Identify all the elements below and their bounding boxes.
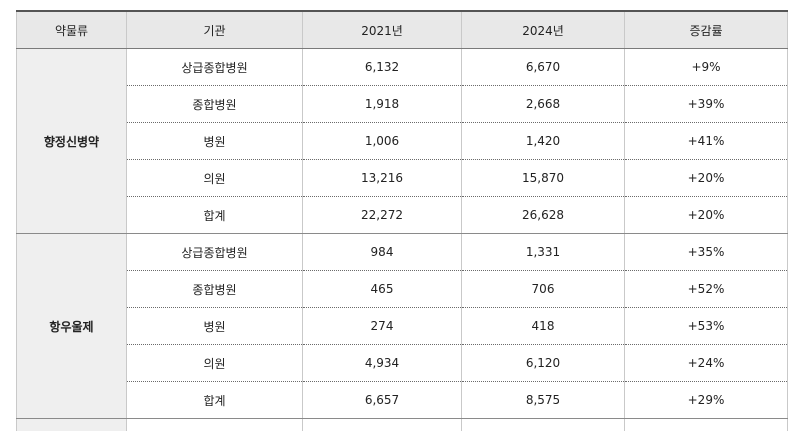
value-2024-cell: 1,420 xyxy=(462,123,625,160)
value-2024-cell: 418 xyxy=(462,308,625,345)
table-row-cropped xyxy=(17,419,788,431)
change-rate-cell: +20% xyxy=(625,160,788,197)
cropped-cell xyxy=(303,419,462,431)
institution-cell: 의원 xyxy=(127,160,303,197)
value-2021-cell: 6,657 xyxy=(303,382,462,419)
drug-class-cell: 항우울제 xyxy=(17,234,127,419)
value-2024-cell: 15,870 xyxy=(462,160,625,197)
value-2021-cell: 1,006 xyxy=(303,123,462,160)
change-rate-cell: +39% xyxy=(625,86,788,123)
table-header: 약물류 기관 2021년 2024년 증감률 xyxy=(17,11,788,49)
institution-cell: 종합병원 xyxy=(127,271,303,308)
value-2024-cell: 2,668 xyxy=(462,86,625,123)
value-2024-cell: 8,575 xyxy=(462,382,625,419)
header-row: 약물류 기관 2021년 2024년 증감률 xyxy=(17,11,788,49)
change-rate-cell: +20% xyxy=(625,197,788,234)
cropped-cell xyxy=(127,419,303,431)
value-2021-cell: 984 xyxy=(303,234,462,271)
header-institution: 기관 xyxy=(127,11,303,49)
institution-cell: 상급종합병원 xyxy=(127,49,303,86)
institution-cell: 병원 xyxy=(127,123,303,160)
change-rate-cell: +9% xyxy=(625,49,788,86)
drug-class-cell: 향정신병약 xyxy=(17,49,127,234)
institution-cell: 병원 xyxy=(127,308,303,345)
change-rate-cell: +53% xyxy=(625,308,788,345)
value-2021-cell: 22,272 xyxy=(303,197,462,234)
institution-cell: 상급종합병원 xyxy=(127,234,303,271)
value-2024-cell: 1,331 xyxy=(462,234,625,271)
value-2024-cell: 26,628 xyxy=(462,197,625,234)
cropped-cell xyxy=(17,419,127,431)
value-2024-cell: 6,120 xyxy=(462,345,625,382)
cropped-cell xyxy=(625,419,788,431)
header-2021: 2021년 xyxy=(303,11,462,49)
change-rate-cell: +41% xyxy=(625,123,788,160)
cropped-cell xyxy=(462,419,625,431)
institution-cell: 합계 xyxy=(127,197,303,234)
value-2024-cell: 6,670 xyxy=(462,49,625,86)
change-rate-cell: +52% xyxy=(625,271,788,308)
change-rate-cell: +35% xyxy=(625,234,788,271)
value-2021-cell: 465 xyxy=(303,271,462,308)
value-2021-cell: 4,934 xyxy=(303,345,462,382)
institution-cell: 종합병원 xyxy=(127,86,303,123)
header-2024: 2024년 xyxy=(462,11,625,49)
value-2024-cell: 706 xyxy=(462,271,625,308)
header-change-rate: 증감률 xyxy=(625,11,788,49)
value-2021-cell: 13,216 xyxy=(303,160,462,197)
header-drug-class: 약물류 xyxy=(17,11,127,49)
change-rate-cell: +24% xyxy=(625,345,788,382)
change-rate-cell: +29% xyxy=(625,382,788,419)
institution-cell: 합계 xyxy=(127,382,303,419)
value-2021-cell: 274 xyxy=(303,308,462,345)
value-2021-cell: 1,918 xyxy=(303,86,462,123)
value-2021-cell: 6,132 xyxy=(303,49,462,86)
institution-cell: 의원 xyxy=(127,345,303,382)
